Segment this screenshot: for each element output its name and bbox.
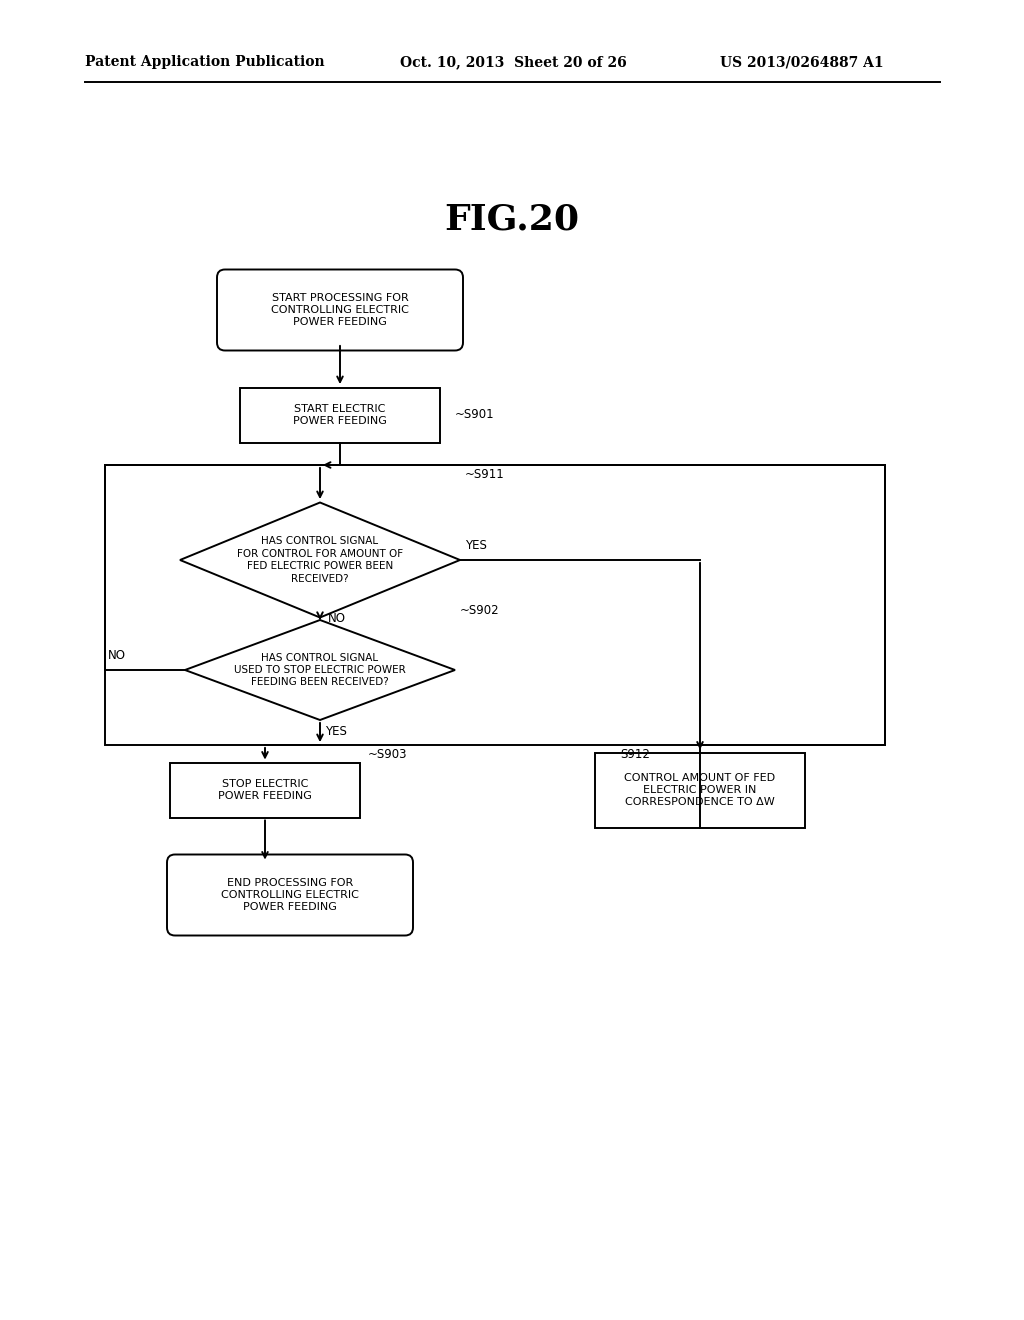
FancyBboxPatch shape xyxy=(217,269,463,351)
Text: NO: NO xyxy=(108,649,126,663)
Text: ~S901: ~S901 xyxy=(455,408,495,421)
Text: S912: S912 xyxy=(620,748,650,762)
Text: FIG.20: FIG.20 xyxy=(444,203,580,238)
Text: NO: NO xyxy=(328,612,346,626)
Text: YES: YES xyxy=(325,725,347,738)
Bar xyxy=(105,465,885,744)
Text: ~S902: ~S902 xyxy=(460,603,500,616)
Bar xyxy=(240,388,440,442)
Text: ~S903: ~S903 xyxy=(368,748,408,762)
Text: CONTROL AMOUNT OF FED
ELECTRIC POWER IN
CORRESPONDENCE TO ΔW: CONTROL AMOUNT OF FED ELECTRIC POWER IN … xyxy=(625,772,775,808)
Text: START ELECTRIC
POWER FEEDING: START ELECTRIC POWER FEEDING xyxy=(293,404,387,426)
Polygon shape xyxy=(180,503,460,618)
Text: START PROCESSING FOR
CONTROLLING ELECTRIC
POWER FEEDING: START PROCESSING FOR CONTROLLING ELECTRI… xyxy=(271,293,409,327)
Text: STOP ELECTRIC
POWER FEEDING: STOP ELECTRIC POWER FEEDING xyxy=(218,779,312,801)
Bar xyxy=(170,763,360,817)
Text: YES: YES xyxy=(465,539,486,552)
Text: HAS CONTROL SIGNAL
USED TO STOP ELECTRIC POWER
FEEDING BEEN RECEIVED?: HAS CONTROL SIGNAL USED TO STOP ELECTRIC… xyxy=(234,652,406,688)
Text: US 2013/0264887 A1: US 2013/0264887 A1 xyxy=(720,55,884,69)
Text: END PROCESSING FOR
CONTROLLING ELECTRIC
POWER FEEDING: END PROCESSING FOR CONTROLLING ELECTRIC … xyxy=(221,878,359,912)
Bar xyxy=(595,752,805,828)
Text: Oct. 10, 2013  Sheet 20 of 26: Oct. 10, 2013 Sheet 20 of 26 xyxy=(400,55,627,69)
Text: ~S911: ~S911 xyxy=(465,469,505,482)
Text: Patent Application Publication: Patent Application Publication xyxy=(85,55,325,69)
FancyBboxPatch shape xyxy=(167,854,413,936)
Text: HAS CONTROL SIGNAL
FOR CONTROL FOR AMOUNT OF
FED ELECTRIC POWER BEEN
RECEIVED?: HAS CONTROL SIGNAL FOR CONTROL FOR AMOUN… xyxy=(237,536,403,583)
Polygon shape xyxy=(185,620,455,719)
